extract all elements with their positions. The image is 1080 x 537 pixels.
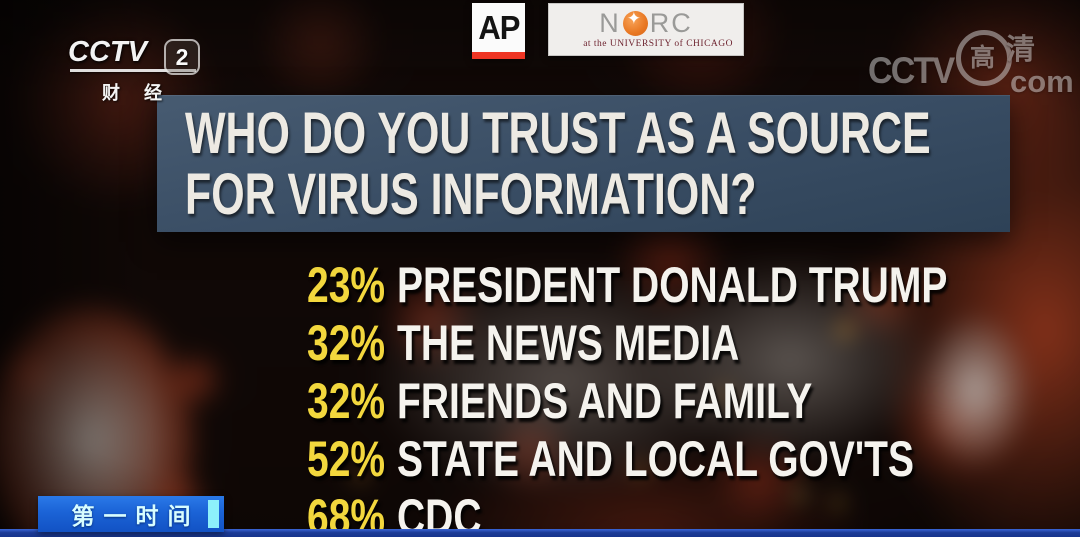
ap-logo: AP [472,3,525,59]
channel-name-text: 财经 [102,83,186,103]
poll-title-line2: FOR VIRUS INFORMATION? [185,162,757,227]
poll-label: FRIENDS AND FAMILY [397,373,813,429]
norc-logo-n: N [599,8,621,38]
ap-logo-text: AP [477,8,520,46]
poll-percent: 23% [307,257,386,313]
poll-label: STATE AND LOCAL GOV'TS [397,431,915,487]
watermark-hd-char1: 高 [970,44,996,72]
norc-logo: N RC at the UNIVERSITY of CHICAGO [548,3,744,56]
channel-number-badge: 2 [164,39,200,75]
watermark-com-text: com [1010,64,1074,99]
poll-percent: 32% [307,315,386,371]
cctv2-channel-logo: CCTV 2 财经 [68,36,200,105]
cctv-com-watermark: CCTV 高 清 com [868,26,1078,104]
poll-row: 23% PRESIDENT DONALD TRUMP [307,256,1080,314]
norc-logo-rc: RC [649,8,693,38]
norc-subtitle: at the UNIVERSITY of CHICAGO [583,39,733,49]
watermark-circle-icon [956,30,1012,86]
watermark-hd-char2: 清 [1006,34,1036,66]
watermark-brand-text: CCTV [868,50,955,91]
program-name-text: 第一时间 [71,503,200,529]
poll-results-list: 23% PRESIDENT DONALD TRUMP 32% THE NEWS … [307,256,1080,537]
cctv-logo-underline [70,69,196,72]
program-name-badge: 第一时间 [38,496,224,532]
poll-percent: 32% [307,373,386,429]
poll-percent: 52% [307,431,386,487]
bottom-blue-strip [0,529,1080,537]
poll-row: 52% STATE AND LOCAL GOV'TS [307,430,1080,488]
cctv-brand-text: CCTV [68,36,147,68]
norc-globe-icon [622,9,648,36]
poll-label: PRESIDENT DONALD TRUMP [397,257,948,313]
poll-row: 32% FRIENDS AND FAMILY [307,372,1080,430]
poll-title-line1: WHO DO YOU TRUST AS A SOURCE [185,101,931,166]
badge-cyan-bar [208,500,219,528]
poll-title-box: WHO DO YOU TRUST AS A SOURCE FOR VIRUS I… [157,95,1010,232]
poll-label: THE NEWS MEDIA [397,315,740,371]
poll-row: 32% THE NEWS MEDIA [307,314,1080,372]
